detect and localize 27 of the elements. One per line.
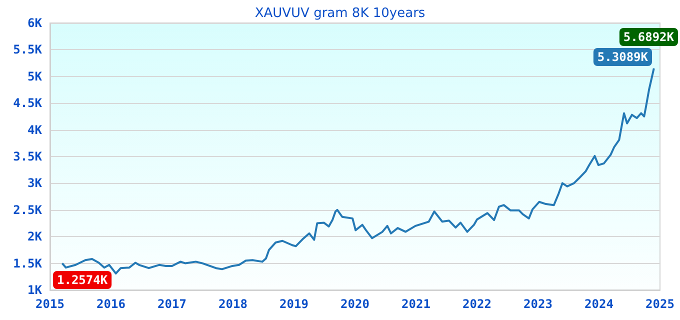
x-tick-label: 2018	[218, 297, 248, 311]
x-tick-label: 2025	[646, 297, 674, 311]
x-tick-label: 2024	[584, 297, 614, 311]
y-tick-label: 4.5K	[13, 96, 43, 110]
y-tick-label: 2K	[28, 230, 43, 244]
x-tick-label: 2021	[402, 297, 430, 311]
y-tick-label: 3.5K	[13, 150, 43, 164]
y-tick-label: 4K	[28, 122, 43, 137]
y-tick-label: 2.5K	[13, 202, 43, 217]
x-tick-label: 2016	[96, 297, 126, 311]
x-tick-label: 2017	[158, 297, 186, 311]
y-tick-label: 1K	[28, 283, 43, 297]
x-tick-label: 2015	[36, 297, 64, 311]
annotation: 5.6892K	[623, 30, 675, 44]
y-tick-label: 5.5K	[13, 42, 43, 57]
x-tick-label: 2023	[524, 297, 552, 311]
line-series	[61, 67, 655, 274]
annotation: 1.2574K	[57, 273, 108, 287]
x-tick-label: 2020	[340, 297, 370, 311]
y-tick-label: 5K	[28, 69, 43, 84]
chart-title: XAUVUV gram 8K 10years	[254, 6, 426, 21]
x-tick-label: 2022	[462, 297, 492, 311]
y-tick-label: 1.5K	[13, 256, 43, 270]
y-tick-label: 3K	[28, 176, 43, 190]
x-tick-label: 2019	[280, 297, 308, 311]
annotation: 5.3089K	[597, 50, 649, 64]
y-tick-label: 6K	[28, 16, 43, 30]
